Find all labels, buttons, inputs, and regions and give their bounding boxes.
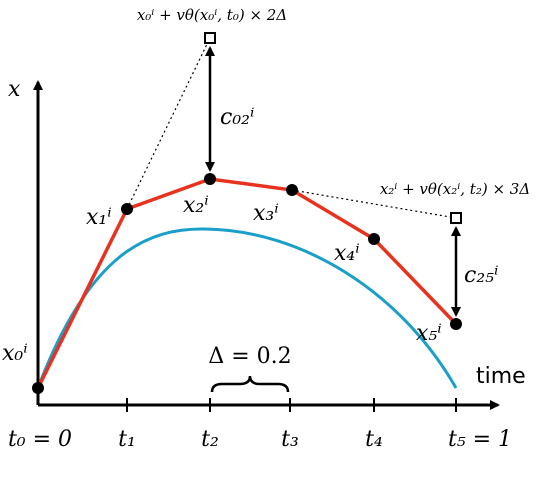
tick-label: t₁ [118, 427, 136, 452]
tick-label: t₃ [281, 427, 299, 452]
true-trajectory [36, 227, 458, 389]
node-label: x₀ⁱ [2, 341, 28, 366]
x-axis-label: time [476, 364, 526, 389]
jump-target [204, 32, 216, 44]
node-label: x₂ⁱ [183, 193, 209, 218]
annotation: Δ = 0.2 [208, 344, 291, 369]
brace [210, 375, 290, 393]
nodes [32, 173, 462, 394]
node-label: x₅ⁱ [416, 321, 442, 346]
node-label: x₃ⁱ [253, 201, 279, 226]
annotation: c₂₅ⁱ [464, 263, 498, 288]
annotation: x₀ⁱ + vθ(x₀ⁱ, t₀) × 2Δ [137, 6, 287, 24]
tick-label: t₅ = 1 [448, 427, 512, 452]
jump-target [450, 212, 462, 224]
node-label: x₁ⁱ [86, 205, 112, 230]
tick-label: t₄ [365, 427, 383, 452]
sampled-trajectory [36, 177, 458, 389]
annotation: c₀₂ⁱ [220, 105, 254, 130]
node-label: x₄ⁱ [334, 241, 360, 266]
y-axis-label: x [8, 77, 21, 102]
tick-label: t₀ = 0 [8, 427, 72, 452]
jump-line [126, 37, 211, 210]
tick-marks [126, 398, 457, 412]
annotation: x₂ⁱ + vθ(x₂ⁱ, t₂) × 3Δ [380, 180, 530, 198]
tick-label: t₂ [201, 427, 219, 452]
